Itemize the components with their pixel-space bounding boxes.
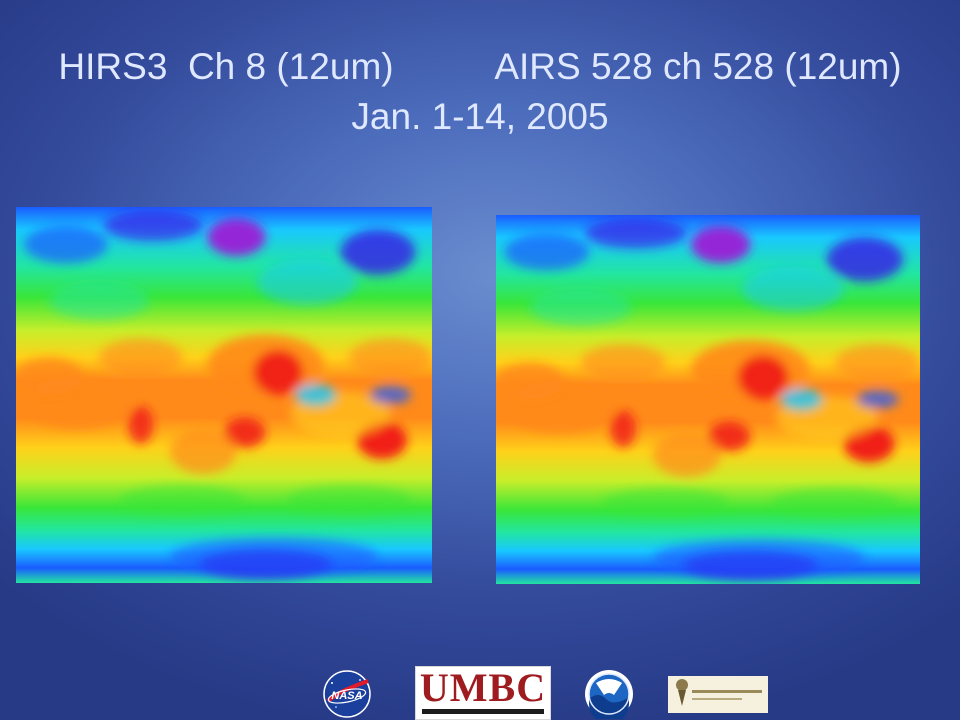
title-line-1: HIRS3 Ch 8 (12um) AIRS 528 ch 528 (12um): [58, 46, 902, 87]
nasa-logo: NASA: [322, 669, 372, 719]
umbc-wordmark: UMBC: [419, 665, 547, 710]
svg-text:NASA: NASA: [331, 690, 362, 702]
slide-title: HIRS3 Ch 8 (12um) AIRS 528 ch 528 (12um)…: [0, 42, 960, 142]
brightness-map-svg: [16, 207, 432, 583]
umbc-logo: UMBC: [415, 666, 551, 720]
brightness-map-svg: [496, 215, 920, 584]
innovim-logo: [668, 676, 768, 713]
airs-brightness-map: [496, 215, 920, 584]
title-line-2: Jan. 1-14, 2005: [351, 96, 609, 137]
noaa-logo: [584, 669, 634, 719]
umbc-underline: [422, 709, 544, 714]
hirs3-brightness-map: [16, 207, 432, 583]
